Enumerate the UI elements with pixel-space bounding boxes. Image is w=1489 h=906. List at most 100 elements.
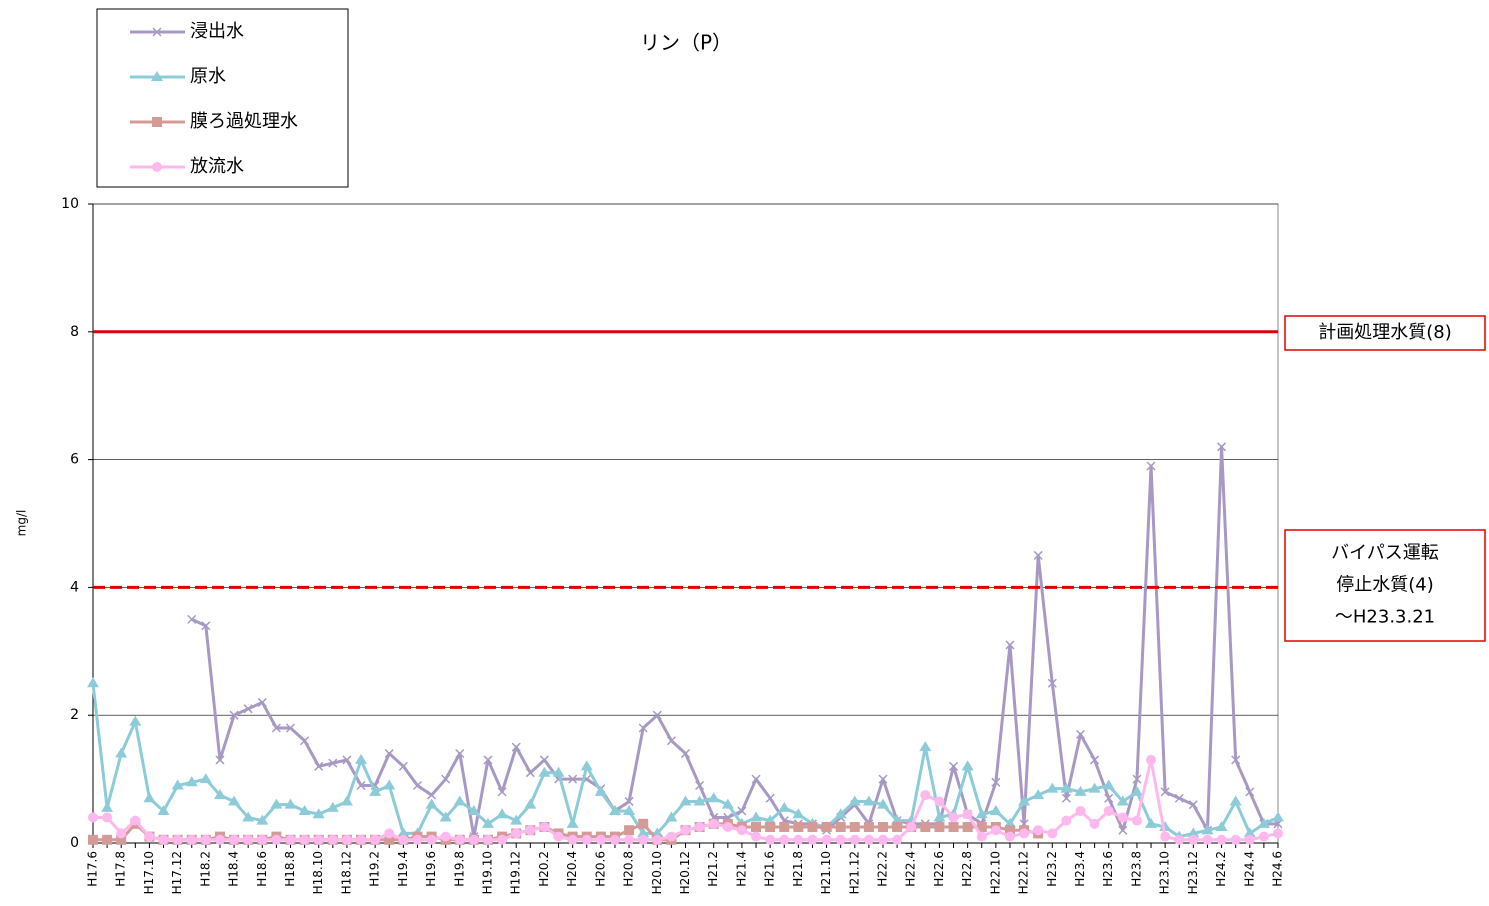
point: [539, 822, 550, 833]
point: [172, 834, 183, 845]
x-tick-label: H19.4: [396, 851, 410, 887]
point: [1047, 828, 1058, 839]
point: [341, 834, 352, 845]
point: [228, 795, 241, 806]
point: [608, 805, 621, 816]
point: [765, 834, 776, 845]
point: [793, 834, 804, 845]
chart-title: リン（P）: [640, 31, 732, 55]
point: [242, 811, 255, 822]
point: [340, 795, 353, 806]
point: [991, 777, 1001, 787]
point: [510, 814, 523, 825]
point: [679, 795, 692, 806]
point: [284, 798, 297, 809]
point: [638, 834, 649, 845]
point: [383, 779, 396, 790]
point: [1005, 640, 1015, 650]
point: [1019, 828, 1030, 839]
point: [1074, 785, 1087, 796]
point: [116, 828, 127, 839]
point: [750, 811, 763, 822]
point: [1090, 755, 1100, 765]
point: [765, 793, 775, 803]
x-tick-label: H19.8: [452, 851, 466, 887]
point: [1004, 831, 1015, 842]
point: [862, 795, 875, 806]
point: [1272, 811, 1284, 822]
point: [1160, 831, 1171, 842]
point: [933, 811, 946, 822]
point: [300, 736, 310, 746]
point: [243, 704, 253, 714]
point: [158, 834, 169, 845]
point: [355, 753, 368, 764]
point: [624, 825, 635, 836]
point: [807, 822, 818, 833]
point: [370, 834, 381, 845]
point: [821, 834, 832, 845]
point: [878, 834, 888, 845]
point: [187, 614, 197, 624]
point: [624, 834, 635, 845]
point: [934, 796, 945, 807]
x-tick-label: H23.8: [1129, 851, 1143, 887]
point: [412, 780, 422, 791]
point: [102, 812, 113, 823]
point: [398, 834, 409, 845]
point: [665, 811, 678, 822]
x-tick-label: H20.6: [593, 851, 607, 887]
point: [271, 834, 282, 845]
point: [1243, 827, 1256, 838]
x-tick-label: H18.6: [255, 851, 269, 887]
point: [1103, 806, 1114, 817]
point: [863, 822, 874, 833]
x-tick-label: H22.6: [932, 851, 946, 887]
point: [708, 818, 719, 829]
point: [483, 755, 493, 765]
point: [171, 779, 184, 790]
point: [398, 761, 408, 771]
point: [101, 801, 114, 812]
point: [765, 822, 776, 833]
x-tick-label: H17.8: [114, 851, 128, 887]
point: [976, 822, 987, 833]
x-tick-label: H23.10: [1158, 851, 1172, 894]
legend-label: 膜ろ過処理水: [190, 111, 298, 132]
point: [835, 834, 846, 845]
x-tick-label: H19.2: [368, 851, 382, 887]
point: [594, 785, 607, 796]
point: [637, 827, 650, 838]
point: [694, 822, 705, 833]
point: [467, 805, 480, 816]
point: [892, 834, 903, 845]
point: [1018, 795, 1031, 806]
point: [1089, 818, 1100, 829]
point: [144, 831, 155, 842]
point: [524, 798, 537, 809]
point: [511, 828, 522, 839]
point: [342, 755, 352, 765]
point: [327, 834, 338, 845]
point: [214, 834, 225, 845]
legend-box: [96, 8, 349, 188]
point: [721, 798, 734, 809]
point: [792, 808, 805, 819]
point: [116, 834, 127, 845]
point: [539, 755, 549, 765]
point: [848, 795, 861, 806]
x-tick-label: H23.4: [1073, 851, 1087, 887]
point: [1130, 785, 1143, 796]
point: [906, 822, 917, 833]
plot-area: [92, 203, 1279, 844]
x-tick-label: H18.2: [198, 851, 212, 887]
point: [271, 723, 281, 733]
point: [793, 822, 804, 833]
x-tick-label: H19.12: [509, 851, 523, 894]
point: [1174, 834, 1185, 845]
legend-label: 原水: [190, 66, 226, 87]
legend-marker: [152, 162, 162, 172]
point: [568, 774, 578, 784]
point: [948, 822, 959, 833]
point: [736, 825, 747, 836]
